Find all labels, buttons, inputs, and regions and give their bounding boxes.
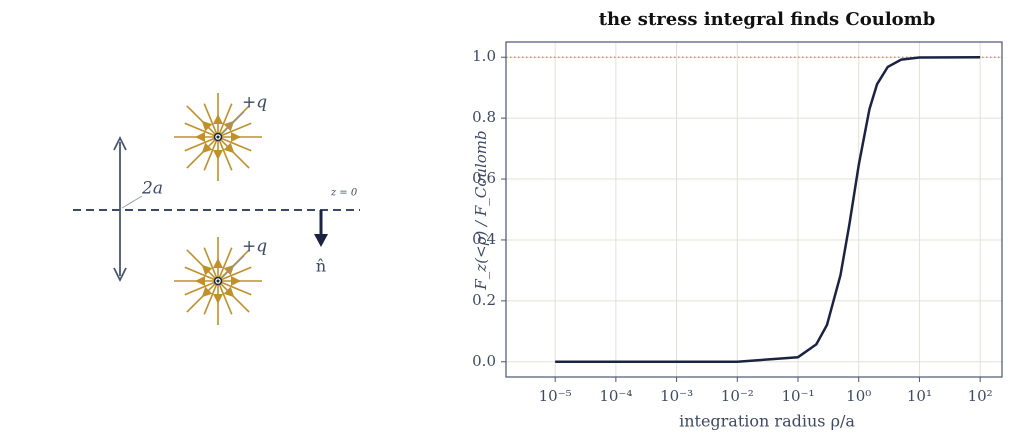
x-tick-label: 10² [968, 387, 993, 405]
plane-label: z = 0 [330, 188, 358, 199]
field-line [203, 140, 218, 171]
leader [221, 255, 245, 279]
field-arrow [231, 132, 241, 142]
field-line [221, 266, 252, 281]
field-line [221, 122, 252, 137]
field-arrow [231, 276, 241, 286]
field-line [184, 266, 215, 281]
charge-core [216, 135, 220, 139]
field-line [218, 284, 233, 315]
plot: 10⁻⁵ 10⁻⁴ 10⁻³ 10⁻² 10⁻¹ 10⁰ 10¹ 10² 0.0 0.2 0.4 0.… [472, 41, 1003, 405]
x-tick-label: 10⁻² [721, 387, 754, 405]
field-arrow [195, 132, 205, 142]
field-arrow [223, 264, 235, 276]
diagram: 2a z = 0 n̂ +q +q [73, 93, 360, 325]
field-line [218, 103, 233, 134]
field-arrow [213, 258, 223, 268]
x-tick-label: 10⁻³ [660, 387, 693, 405]
field-line [203, 247, 218, 278]
field-line [220, 249, 250, 279]
chart-title: the stress integral finds Coulomb [599, 9, 936, 30]
field-line [220, 139, 250, 169]
charges [174, 93, 262, 325]
field-line [203, 284, 218, 315]
field-line [184, 137, 215, 152]
field-line [218, 247, 233, 278]
field-line [186, 139, 216, 169]
x-tick-label: 10⁻⁴ [599, 387, 632, 405]
x-tick-label: 10⁰ [846, 387, 871, 405]
field-arrow [223, 286, 235, 298]
field-arrow [213, 114, 223, 124]
field-line [184, 122, 215, 137]
y-tick-label: 0.2 [472, 291, 496, 309]
y-tick-label: 1.0 [472, 47, 496, 65]
field-line [221, 281, 252, 296]
field-arrow [201, 286, 213, 298]
data-line [555, 55, 981, 364]
axes-frame [505, 41, 1003, 378]
field-arrow [201, 264, 213, 276]
field-line [220, 105, 250, 135]
y-tick-label: 0.4 [472, 230, 496, 248]
field-line [184, 281, 215, 296]
leader [121, 195, 143, 209]
field-line [186, 283, 216, 313]
field-line [186, 249, 216, 279]
field-arrow [213, 150, 223, 160]
separation-label: 2a [141, 179, 163, 199]
x-tick-label: 10⁻⁵ [539, 387, 572, 405]
field-arrow [195, 276, 205, 286]
x-tick-label: 10¹ [907, 387, 932, 405]
y-tick-label: 0.8 [472, 108, 496, 126]
x-tick-label: 10⁻¹ [781, 387, 814, 405]
charge-label: +q [242, 237, 267, 257]
field-arrow [223, 142, 235, 154]
y-tick-label: 0.6 [472, 169, 496, 187]
field-arrow [223, 120, 235, 132]
field-line [220, 283, 250, 313]
field-line [218, 140, 233, 171]
separation-arrowheads [113, 135, 127, 283]
normal-label: n̂ [316, 257, 326, 276]
y-axis-label: F_z(<ρ) / F_Coulomb [472, 130, 490, 290]
field-line [203, 103, 218, 134]
y-tick-label: 0.0 [472, 352, 496, 370]
charge-label: +q [242, 93, 267, 113]
x-axis-label: integration radius ρ/a [679, 412, 855, 431]
field-line [186, 105, 216, 135]
field-arrow [213, 294, 223, 304]
field-arrow [201, 142, 213, 154]
leader [221, 111, 245, 135]
charge-core [216, 279, 220, 283]
field-arrow [201, 120, 213, 132]
normal-arrowhead [314, 234, 328, 247]
field-line [221, 137, 252, 152]
